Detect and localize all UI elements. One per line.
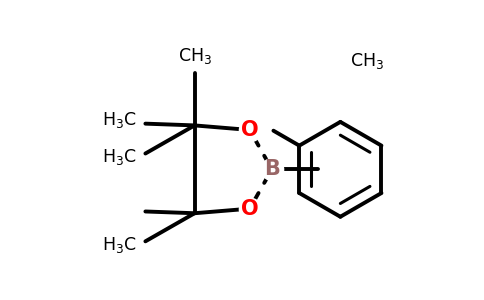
Text: CH$_3$: CH$_3$ — [178, 46, 212, 66]
Text: H$_3$C: H$_3$C — [102, 147, 136, 167]
Text: O: O — [241, 199, 258, 219]
Text: H$_3$C: H$_3$C — [102, 110, 136, 130]
Text: O: O — [241, 120, 258, 140]
Text: CH$_3$: CH$_3$ — [349, 51, 384, 71]
Text: H$_3$C: H$_3$C — [102, 235, 136, 255]
Text: B: B — [264, 159, 280, 179]
